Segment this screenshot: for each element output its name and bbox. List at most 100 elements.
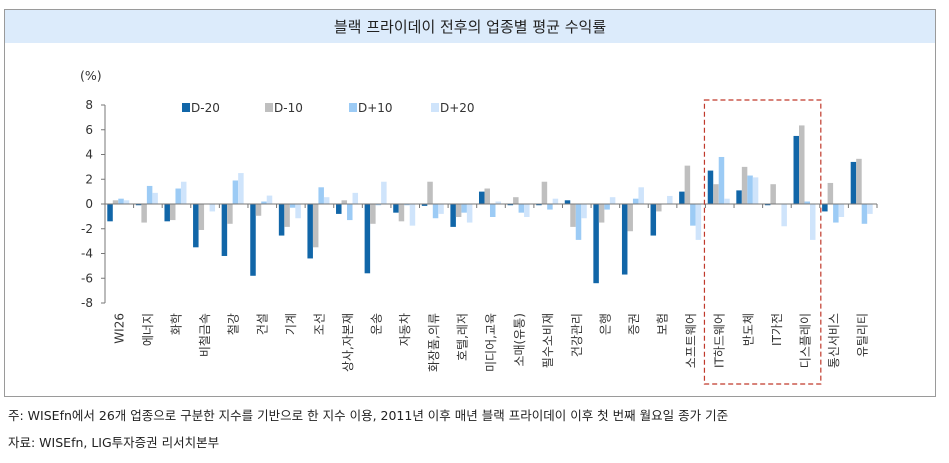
x-tick-label: 은행 — [597, 313, 612, 335]
bar-D+20-상사,자본재 — [352, 192, 359, 204]
bar-D-10-자동차 — [398, 204, 405, 222]
x-tick-label: 건강관리 — [570, 313, 584, 357]
bar-D+10-미디어,교육 — [489, 204, 496, 217]
y-tick-label: 2 — [85, 172, 93, 186]
legend-label: D-20 — [191, 101, 220, 115]
bar-D-20-필수소비재 — [536, 204, 542, 206]
legend-swatch-D-20 — [182, 103, 190, 112]
bar-D-10-운송 — [370, 204, 376, 224]
x-tick-label: 디스플레이 — [799, 313, 813, 368]
bar-D+10-소매(유통) — [518, 204, 525, 213]
bar-D-10-조선 — [312, 204, 319, 248]
bar-D+20-화학 — [180, 181, 187, 204]
chart-frame: 블랙 프라이데이 전후의 업종별 평균 수익률 — [4, 9, 936, 397]
bar-D+20-통신서비스 — [838, 204, 845, 217]
bar-D+10-에너지 — [146, 185, 153, 204]
x-tick-label: 건설 — [255, 313, 269, 335]
chart-title: 블랙 프라이데이 전후의 업종별 평균 수익률 — [5, 10, 935, 43]
legend-label: D+20 — [440, 101, 475, 115]
bar-D+20-소프트웨어 — [695, 204, 702, 240]
bar-D+20-기계 — [295, 204, 301, 219]
bar-D-20-조선 — [307, 204, 313, 259]
bar-D+20-보험 — [667, 195, 673, 204]
y-tick-label: -6 — [81, 271, 93, 285]
bar-D-20-상사,자본재 — [336, 204, 342, 214]
bar-D+10-건강관리 — [575, 204, 582, 240]
y-axis-unit: (%) — [80, 68, 102, 83]
x-tick-label: 철강 — [227, 313, 241, 335]
bar-D+20-건강관리 — [581, 204, 587, 219]
bar-D-20-화장품,의류 — [421, 204, 428, 206]
y-tick-label: -4 — [81, 247, 93, 261]
bar-D+20-호텔,레저 — [466, 204, 473, 223]
y-tick-label: -2 — [81, 222, 93, 236]
bar-D+10-WI26 — [118, 198, 124, 204]
bar-D+10-건설 — [261, 201, 267, 204]
bar-D-10-화학 — [169, 204, 176, 221]
bar-D+10-필수소비재 — [547, 204, 553, 210]
x-tick-label: 보험 — [656, 313, 670, 335]
x-tick-label: IT하드웨어 — [713, 313, 727, 368]
bar-D+10-상사,자본재 — [347, 204, 353, 221]
bar-D+10-자동차 — [404, 204, 410, 206]
bar-D+10-반도체 — [747, 175, 753, 204]
y-tick-label: 6 — [85, 123, 93, 137]
bar-D+20-IT가전 — [781, 204, 787, 227]
x-tick-label: 에너지 — [141, 313, 155, 346]
x-tick-label: 미디어,교육 — [484, 313, 498, 372]
bar-D-20-기계 — [278, 204, 285, 236]
x-tick-label: 자동차 — [398, 313, 412, 346]
x-tick-label: 소매(유통) — [513, 313, 527, 367]
bar-D-10-상사,자본재 — [341, 200, 348, 204]
bar-D+20-화장품,의류 — [438, 204, 444, 214]
bar-D+20-유틸리티 — [867, 204, 873, 214]
bar-D-10-소매(유통) — [513, 197, 519, 204]
bar-D-20-소프트웨어 — [679, 191, 685, 204]
bar-D-20-은행 — [593, 204, 599, 284]
x-tick-label: 소프트웨어 — [684, 313, 698, 368]
y-tick-label: 0 — [85, 197, 93, 211]
bar-D-20-IT하드웨어 — [707, 170, 714, 204]
bar-D+10-기계 — [289, 204, 296, 208]
bar-D-10-통신서비스 — [827, 182, 834, 204]
bar-D+20-필수소비재 — [552, 198, 559, 204]
bar-D+20-조선 — [323, 197, 330, 204]
bar-D-20-반도체 — [736, 190, 742, 204]
bar-D-10-기계 — [284, 204, 290, 227]
bar-D+20-운송 — [381, 181, 387, 204]
bar-D+20-증권 — [638, 187, 644, 204]
bar-D+10-IT하드웨어 — [718, 156, 725, 204]
bar-D+10-유틸리티 — [861, 204, 868, 224]
x-tick-label: 반도체 — [741, 313, 755, 346]
bar-D-10-호텔,레저 — [455, 204, 462, 217]
x-tick-label: 비철금속 — [198, 313, 212, 357]
bar-D-10-반도체 — [741, 166, 748, 204]
x-tick-label: 상사,자본재 — [341, 313, 355, 372]
bar-D-20-소매(유통) — [507, 204, 514, 206]
y-tick-label: 4 — [85, 148, 93, 162]
source-note: 자료: WISEfn, LIG투자증권 리서치본부 — [8, 435, 220, 450]
bar-D+20-은행 — [609, 197, 616, 204]
x-tick-label: 증권 — [627, 313, 641, 335]
x-tick-label: 통신서비스 — [827, 313, 841, 368]
bar-D-10-비철금속 — [198, 204, 205, 230]
bar-D+10-화장품,의류 — [432, 204, 439, 219]
bar-D+20-에너지 — [152, 192, 158, 204]
x-tick-label: 기계 — [284, 313, 298, 335]
bar-D-10-IT가전 — [770, 184, 776, 204]
bar-D-10-소프트웨어 — [684, 165, 691, 204]
bar-D-10-증권 — [627, 204, 633, 232]
x-tick-label: 필수소비재 — [541, 313, 555, 368]
bar-D+20-IT하드웨어 — [724, 198, 730, 204]
bar-D-10-철강 — [227, 204, 233, 224]
highlight-box — [703, 99, 822, 385]
bar-D+10-은행 — [604, 204, 610, 210]
bar-D-20-미디어,교육 — [478, 191, 485, 204]
x-tick-label: 화학 — [169, 313, 183, 335]
bar-D-20-호텔,레저 — [450, 204, 456, 227]
bar-D-10-건강관리 — [570, 204, 576, 227]
bar-D-20-IT가전 — [764, 204, 771, 206]
bar-chart: (%) 8 6 4 2 0 -2 -4 -6 -8 WI26 에너지 화학 비철금속 철강 건설 기계 조선 상사… — [80, 68, 878, 385]
bar-D-20-에너지 — [135, 204, 142, 206]
footnote: 주: WISEfn에서 26개 업종으로 구분한 지수를 기반으로 한 지수 이… — [8, 408, 729, 423]
